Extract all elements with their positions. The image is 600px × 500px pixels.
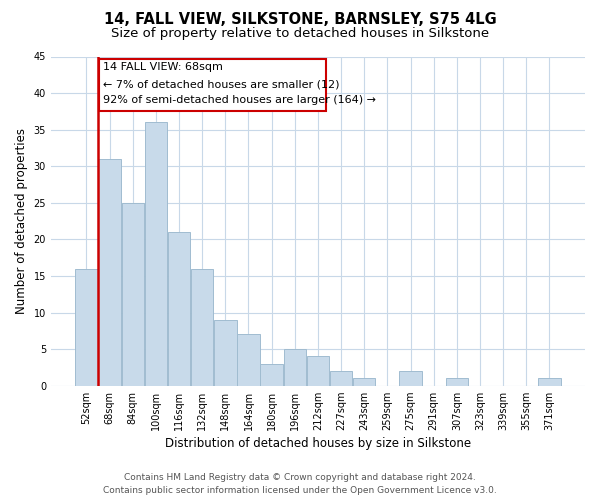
Bar xyxy=(400,371,422,386)
Bar xyxy=(260,364,283,386)
Y-axis label: Number of detached properties: Number of detached properties xyxy=(15,128,28,314)
Bar xyxy=(191,268,214,386)
Bar xyxy=(237,334,260,386)
Text: Contains HM Land Registry data © Crown copyright and database right 2024.
Contai: Contains HM Land Registry data © Crown c… xyxy=(103,473,497,495)
Bar xyxy=(99,58,326,112)
Bar xyxy=(538,378,561,386)
Bar xyxy=(168,232,190,386)
Text: 14 FALL VIEW: 68sqm: 14 FALL VIEW: 68sqm xyxy=(103,62,223,72)
Bar xyxy=(122,203,144,386)
X-axis label: Distribution of detached houses by size in Silkstone: Distribution of detached houses by size … xyxy=(165,437,471,450)
Bar xyxy=(75,268,98,386)
Text: 14, FALL VIEW, SILKSTONE, BARNSLEY, S75 4LG: 14, FALL VIEW, SILKSTONE, BARNSLEY, S75 … xyxy=(104,12,496,28)
Text: ← 7% of detached houses are smaller (12): ← 7% of detached houses are smaller (12) xyxy=(103,79,339,89)
Bar xyxy=(353,378,376,386)
Text: Size of property relative to detached houses in Silkstone: Size of property relative to detached ho… xyxy=(111,28,489,40)
Text: 92% of semi-detached houses are larger (164) →: 92% of semi-detached houses are larger (… xyxy=(103,94,376,104)
Bar xyxy=(307,356,329,386)
Bar xyxy=(214,320,236,386)
Bar xyxy=(145,122,167,386)
Bar xyxy=(98,159,121,386)
Bar xyxy=(446,378,468,386)
Bar xyxy=(330,371,352,386)
Bar xyxy=(284,349,306,386)
